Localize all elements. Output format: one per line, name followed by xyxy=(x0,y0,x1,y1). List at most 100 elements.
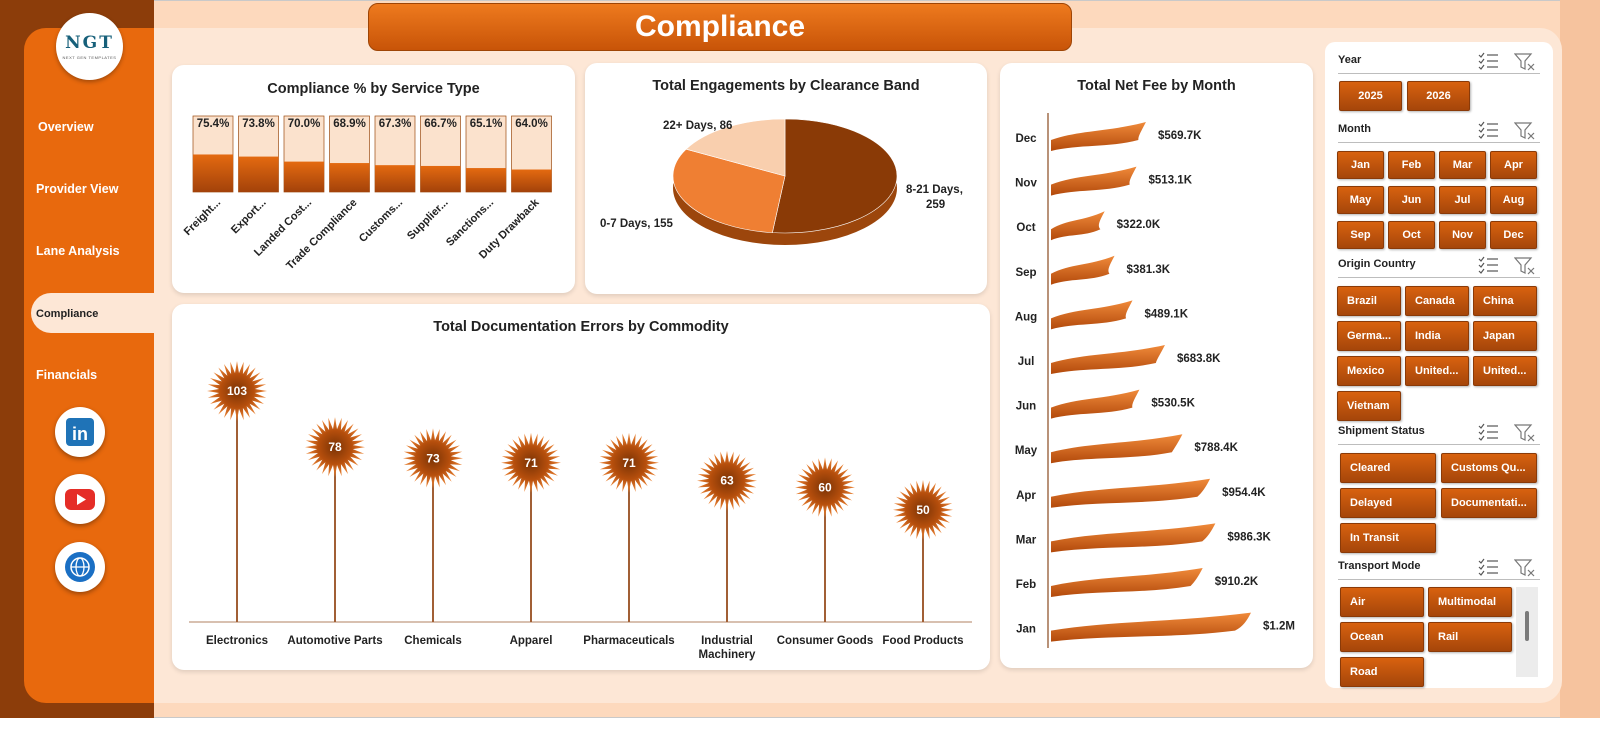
chart-title: Total Engagements by Clearance Band xyxy=(652,78,920,94)
fee-value-label: $986.3K xyxy=(1227,531,1271,543)
slicer-button[interactable]: United... xyxy=(1405,356,1469,386)
fee-value-label: $954.4K xyxy=(1222,487,1266,499)
pie-slice[interactable] xyxy=(771,118,898,234)
slicer-button[interactable]: Jul xyxy=(1439,186,1486,214)
month-label: Nov xyxy=(1015,178,1037,190)
month-label: Jun xyxy=(1016,401,1036,413)
slicer-button[interactable]: Ocean xyxy=(1340,622,1424,652)
fee-bar[interactable] xyxy=(1051,523,1216,553)
category-label: Customs... xyxy=(357,197,405,245)
chart-title: Total Documentation Errors by Commodity xyxy=(433,319,729,335)
fee-bar[interactable] xyxy=(1051,478,1211,508)
scrollbar-thumb[interactable] xyxy=(1525,611,1529,641)
fee-value-label: $910.2K xyxy=(1215,576,1259,588)
logo[interactable]: NGT NEXT GEN TEMPLATES xyxy=(56,13,123,80)
slicer-button[interactable]: Sep xyxy=(1337,221,1384,249)
category-label: Industrial xyxy=(701,635,753,647)
clear-filter-icon[interactable] xyxy=(1514,121,1536,141)
bar[interactable] xyxy=(193,154,233,192)
multiselect-icon[interactable] xyxy=(1478,558,1498,576)
nav-item-lane-analysis[interactable]: Lane Analysis xyxy=(36,244,120,258)
fee-bar[interactable] xyxy=(1051,211,1105,241)
bar[interactable] xyxy=(375,165,415,192)
sunburst-marker[interactable] xyxy=(403,428,463,489)
sunburst-marker[interactable] xyxy=(795,457,855,518)
slicer-button[interactable]: Apr xyxy=(1490,151,1537,179)
bar[interactable] xyxy=(329,163,370,192)
nav-item-financials[interactable]: Financials xyxy=(36,368,98,382)
website-button[interactable] xyxy=(55,542,105,592)
fee-bar[interactable] xyxy=(1051,389,1140,419)
slicer-button[interactable]: Road xyxy=(1340,657,1424,687)
clear-filter-icon[interactable] xyxy=(1514,423,1536,443)
nav-item-overview[interactable]: Overview xyxy=(38,120,94,134)
bar-value-label: 68.9% xyxy=(333,118,366,130)
fee-bar[interactable] xyxy=(1051,300,1133,330)
pie-slice[interactable] xyxy=(685,118,786,177)
youtube-button[interactable] xyxy=(55,474,105,524)
multiselect-icon[interactable] xyxy=(1478,423,1498,441)
sunburst-marker[interactable] xyxy=(501,432,561,493)
bar[interactable] xyxy=(511,169,552,192)
clear-filter-icon[interactable] xyxy=(1514,558,1536,578)
slicer-button[interactable]: Feb xyxy=(1388,151,1435,179)
slicer-button[interactable]: 2025 xyxy=(1339,81,1402,111)
multiselect-icon[interactable] xyxy=(1478,256,1498,274)
slicer-button[interactable]: Air xyxy=(1340,587,1424,617)
slicer-button[interactable]: Cleared xyxy=(1340,453,1436,483)
fee-bar[interactable] xyxy=(1051,255,1115,285)
slicer-button[interactable]: Germa... xyxy=(1337,321,1401,351)
slicer-button[interactable]: Mexico xyxy=(1337,356,1401,386)
slicer-button[interactable]: Canada xyxy=(1405,286,1469,316)
fee-bar[interactable] xyxy=(1051,612,1251,642)
month-label: Mar xyxy=(1016,534,1037,546)
slicer-button[interactable]: Mar xyxy=(1439,151,1486,179)
month-label: Oct xyxy=(1016,222,1035,234)
fee-bar[interactable] xyxy=(1051,345,1165,374)
fee-bar[interactable] xyxy=(1051,568,1203,597)
bar[interactable] xyxy=(420,165,461,192)
nav-item-provider-view[interactable]: Provider View xyxy=(36,182,119,196)
slicer-button[interactable]: In Transit xyxy=(1340,523,1436,553)
slicer-button[interactable]: United... xyxy=(1473,356,1537,386)
slicer-button[interactable]: Jun xyxy=(1388,186,1435,214)
logo-text: NGT xyxy=(65,33,114,53)
sunburst-marker[interactable] xyxy=(893,479,953,540)
slicer-button[interactable]: Delayed xyxy=(1340,488,1436,518)
slicer-button[interactable]: Rail xyxy=(1428,622,1512,652)
bar[interactable] xyxy=(284,161,324,192)
nav-item-compliance[interactable]: Compliance xyxy=(36,308,99,320)
slicer-button[interactable]: China xyxy=(1473,286,1537,316)
slicer-button[interactable]: Nov xyxy=(1439,221,1486,249)
slicer-button[interactable]: Multimodal xyxy=(1428,587,1512,617)
slicer-button[interactable]: India xyxy=(1405,321,1469,351)
slicer-button[interactable]: 2026 xyxy=(1407,81,1470,111)
linkedin-button[interactable]: in xyxy=(55,407,105,457)
category-label: Electronics xyxy=(206,635,268,647)
bar[interactable] xyxy=(466,168,506,192)
slicer-button[interactable]: Vietnam xyxy=(1337,391,1401,421)
slicer-button[interactable]: Jan xyxy=(1337,151,1384,179)
sunburst-marker[interactable] xyxy=(207,361,267,421)
pie-slice[interactable] xyxy=(672,148,786,233)
clear-filter-icon[interactable] xyxy=(1514,52,1536,72)
slicer-button[interactable]: Dec xyxy=(1490,221,1537,249)
clear-filter-icon[interactable] xyxy=(1514,256,1536,276)
fee-bar[interactable] xyxy=(1051,122,1146,151)
slicer-button[interactable]: Japan xyxy=(1473,321,1537,351)
multiselect-icon[interactable] xyxy=(1478,121,1498,139)
category-label: Machinery xyxy=(699,649,756,661)
slicer-button[interactable]: Customs Qu... xyxy=(1441,453,1537,483)
slicer-button[interactable]: May xyxy=(1337,186,1384,214)
bar[interactable] xyxy=(238,156,279,192)
sunburst-marker[interactable] xyxy=(599,432,659,493)
sunburst-marker[interactable] xyxy=(305,417,365,478)
slicer-button[interactable]: Aug xyxy=(1490,186,1537,214)
sunburst-marker[interactable] xyxy=(697,450,757,511)
slicer-button[interactable]: Brazil xyxy=(1337,286,1401,316)
fee-bar[interactable] xyxy=(1051,166,1137,196)
multiselect-icon[interactable] xyxy=(1478,52,1498,70)
slicer-button[interactable]: Documentati... xyxy=(1441,488,1537,518)
slicer-button[interactable]: Oct xyxy=(1388,221,1435,249)
fee-bar[interactable] xyxy=(1051,434,1183,464)
